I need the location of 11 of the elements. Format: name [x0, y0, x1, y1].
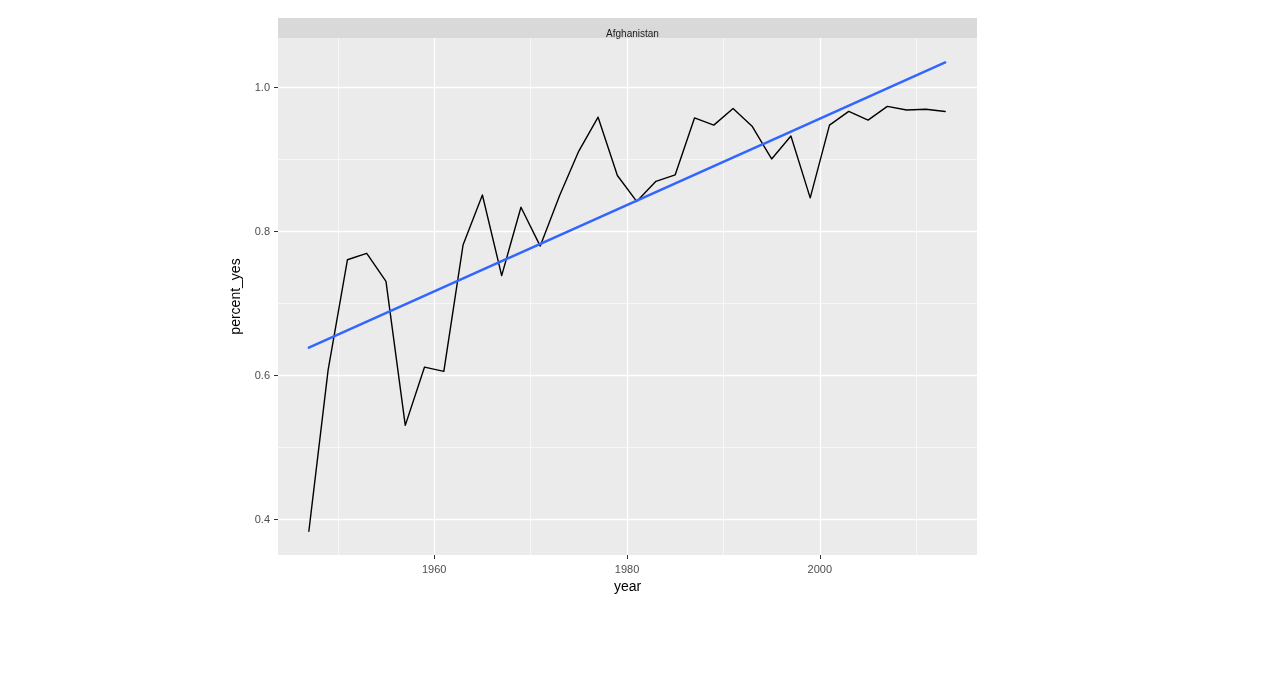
x-tick-label: 1960 [421, 562, 447, 575]
y-tick-label: 0.4 [254, 513, 270, 525]
x-tick-label: 1980 [614, 562, 640, 575]
chart-title: Afghanistan [606, 27, 659, 39]
x-axis-title: year [613, 577, 642, 594]
y-axis-title: percent_yes [227, 258, 243, 335]
y-tick-label: 0.8 [254, 224, 270, 237]
x-tick-label: 2000 [807, 562, 833, 575]
y-tick-label: 0.6 [254, 368, 270, 381]
y-tick-label: 1.0 [254, 80, 270, 93]
line-series [308, 105, 946, 532]
